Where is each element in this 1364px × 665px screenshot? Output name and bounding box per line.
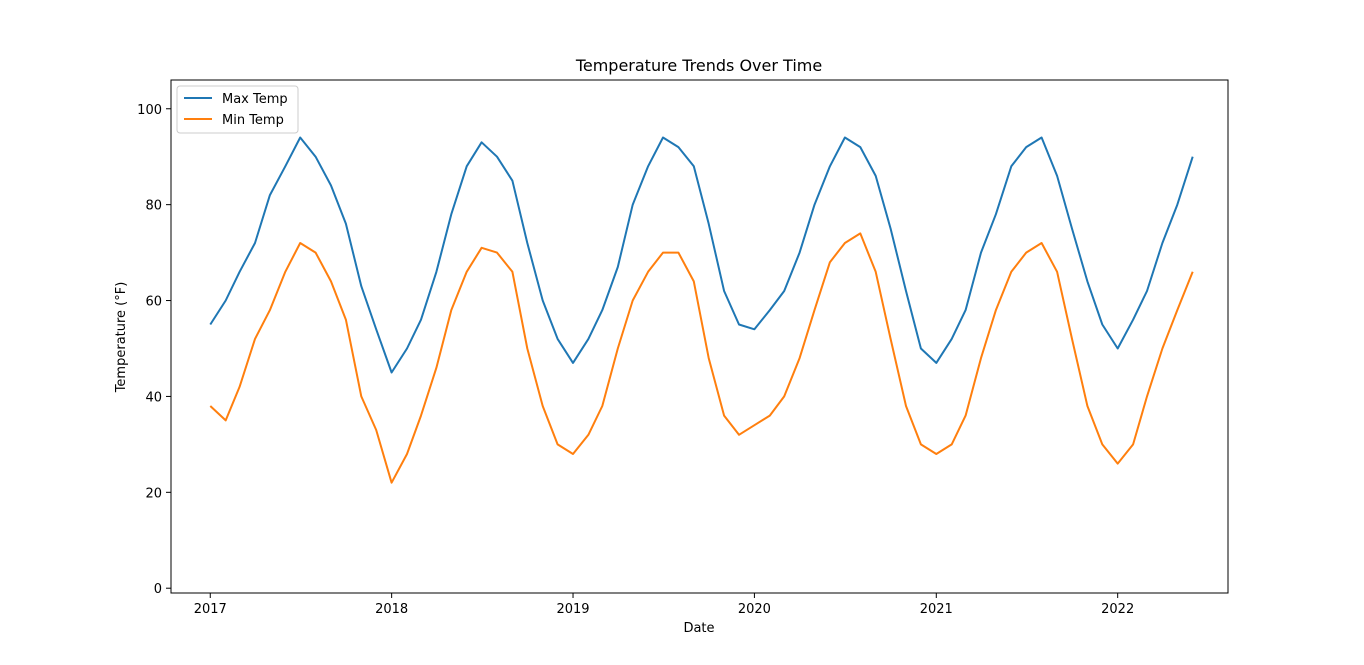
y-tick-label: 0 xyxy=(154,582,162,597)
x-axis-label: Date xyxy=(683,621,714,636)
x-tick-label: 2017 xyxy=(194,602,227,617)
y-tick-label: 20 xyxy=(145,486,162,501)
series-layer xyxy=(209,136,1194,484)
axes-layer: 2017 2018 2019 2020 2021 2022 0 20 40 60 80 100 xyxy=(137,103,1134,617)
y-tick-label: 40 xyxy=(145,390,162,405)
x-tick-label: 2018 xyxy=(375,602,408,617)
x-tick-label: 2020 xyxy=(738,602,771,617)
y-axis-label: Temperature (°F) xyxy=(114,282,129,394)
series-line-max-temp xyxy=(209,136,1194,374)
legend-label-min-temp: Min Temp xyxy=(222,113,284,128)
x-tick-label: 2022 xyxy=(1101,602,1134,617)
y-tick-label: 80 xyxy=(145,199,162,214)
series-line-min-temp xyxy=(209,232,1194,484)
y-tick-label: 60 xyxy=(145,295,162,310)
legend: Max Temp Min Temp xyxy=(176,85,299,134)
legend-label-max-temp: Max Temp xyxy=(222,92,288,107)
x-tick-label: 2019 xyxy=(556,602,589,617)
y-tick-label: 100 xyxy=(137,103,162,118)
chart-title: Temperature Trends Over Time xyxy=(575,56,822,75)
plot-area-frame xyxy=(170,79,1229,594)
x-tick-label: 2021 xyxy=(920,602,953,617)
